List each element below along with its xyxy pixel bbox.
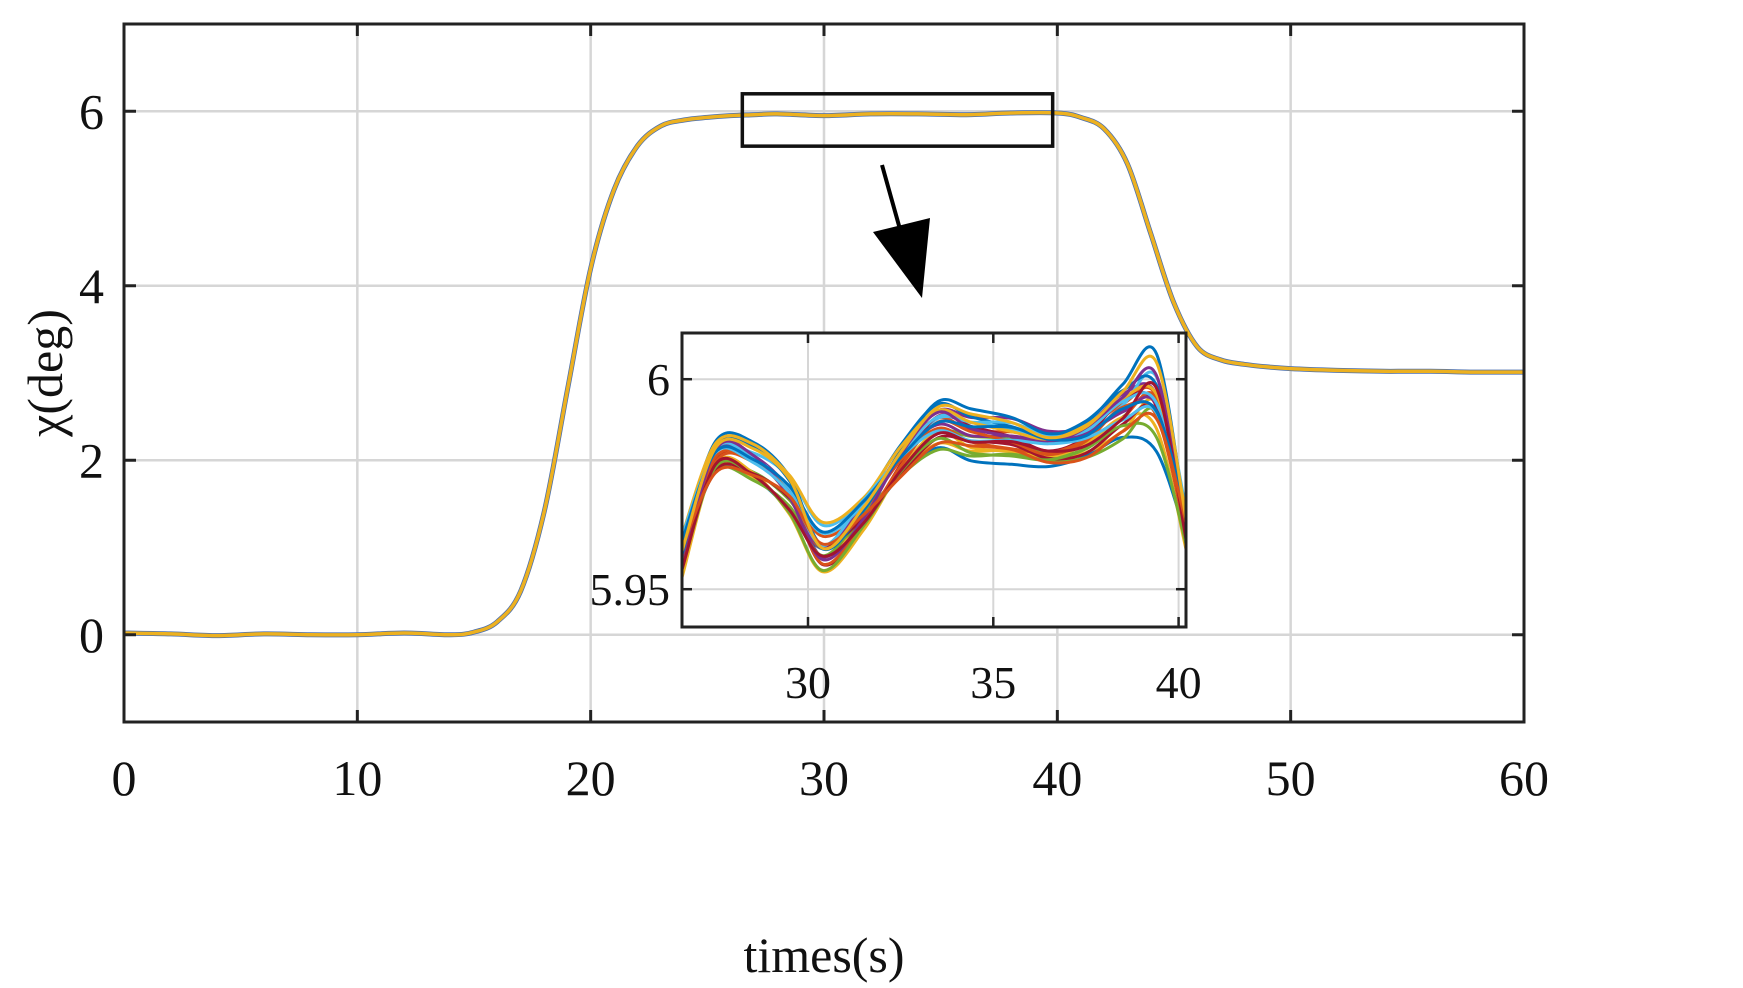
main-series-line: [123, 110, 1525, 638]
inset-frame: [680, 331, 1188, 629]
y-tick-label: 4: [79, 258, 104, 314]
inset-x-tick-label: 30: [785, 657, 831, 708]
y-tick-label: 6: [79, 83, 104, 139]
x-tick-label: 60: [1499, 750, 1549, 806]
zoom-box-rect: [740, 92, 1055, 148]
main-ticks: 0 10 20 30 40 50 60 0 2 4 6: [79, 24, 1549, 806]
inset-ticks: 30 35 40 6 5.95: [590, 333, 1202, 708]
x-tick-label: 0: [112, 750, 137, 806]
inset-series-line: [680, 400, 1188, 542]
inset-series-line: [680, 354, 1188, 552]
x-tick-label: 30: [799, 750, 849, 806]
zoom-arrow-head: [873, 218, 930, 298]
x-axis-label: times(s): [743, 927, 904, 983]
main-series: [123, 110, 1525, 639]
x-tick-label: 20: [566, 750, 616, 806]
inset-x-tick-label: 35: [970, 657, 1016, 708]
inset-series-line: [680, 366, 1188, 569]
inset-series: [680, 345, 1188, 578]
inset-y-tick-label: 6: [647, 354, 670, 405]
y-axis-label: χ(deg): [17, 309, 73, 438]
inset-plot-area: 30 35 40 6 5.95: [590, 331, 1202, 708]
zoom-box: [740, 92, 1055, 148]
y-tick-label: 0: [79, 607, 104, 663]
inset-series-line: [680, 411, 1188, 549]
inset-series-line: [680, 391, 1188, 550]
inset-series-line: [680, 406, 1188, 558]
x-tick-label: 40: [1032, 750, 1082, 806]
x-tick-label: 50: [1266, 750, 1316, 806]
inset-series-line: [680, 370, 1188, 538]
inset-x-tick-label: 40: [1156, 657, 1202, 708]
zoom-arrow: [873, 164, 930, 298]
y-tick-label: 2: [79, 432, 104, 488]
inset-grid: [682, 333, 1186, 627]
x-tick-label: 10: [332, 750, 382, 806]
inset-y-tick-label: 5.95: [590, 564, 671, 615]
